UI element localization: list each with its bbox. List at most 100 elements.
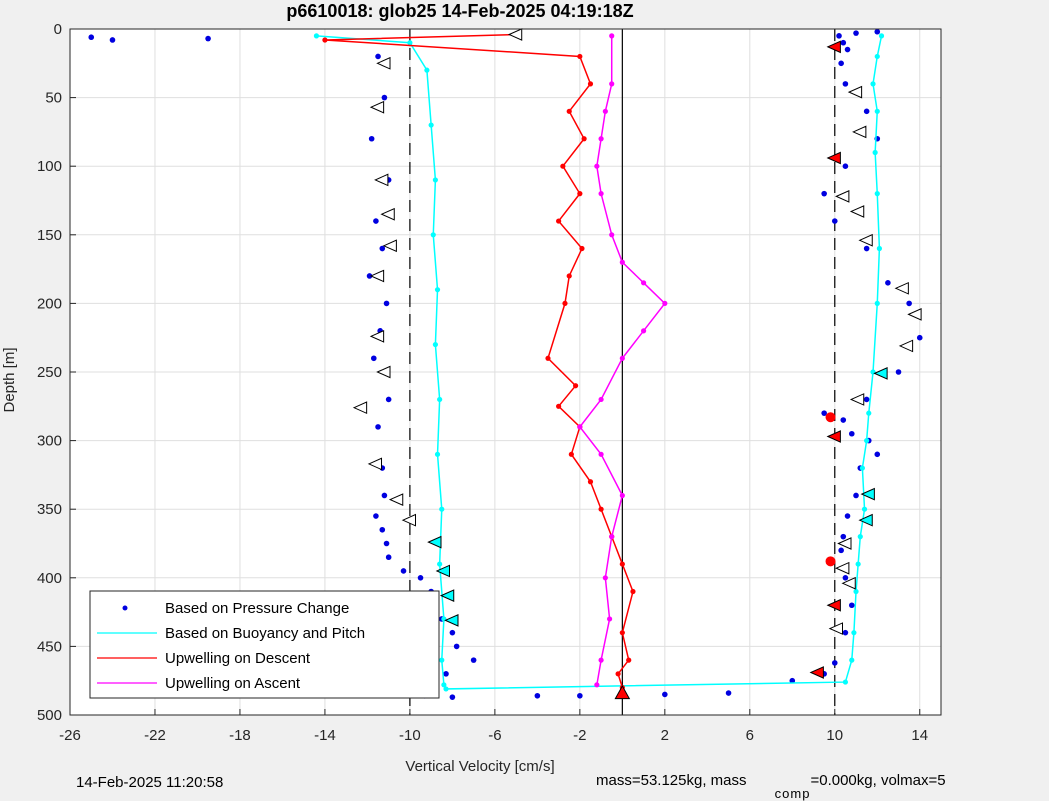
marker-tri-white xyxy=(352,401,368,415)
series-point-upwelling-on-ascent xyxy=(609,81,615,87)
data-series xyxy=(88,28,923,700)
series-point-based-on-pressure-change xyxy=(840,417,847,423)
marker-tri-white xyxy=(841,576,856,590)
series-point-based-on-pressure-change xyxy=(534,692,541,699)
series-point-based-on-pressure-change xyxy=(417,575,424,581)
series-point-upwelling-on-ascent xyxy=(609,534,615,540)
x-tick-label: -2 xyxy=(573,727,586,744)
marker-tri-white xyxy=(835,561,850,575)
series-point-upwelling-on-ascent xyxy=(598,657,604,663)
series-point-upwelling-on-ascent xyxy=(609,232,615,238)
marker-tri-white xyxy=(369,100,385,114)
series-point-upwelling-on-descent xyxy=(566,108,572,114)
series-point-upwelling-on-descent xyxy=(562,300,568,306)
x-tick-label: 2 xyxy=(661,727,669,744)
x-tick-label: 14 xyxy=(911,727,928,744)
series-point-upwelling-on-descent xyxy=(322,37,328,43)
marker-circle-red xyxy=(825,412,836,423)
marker-tri-white xyxy=(376,56,391,70)
series-point-based-on-pressure-change xyxy=(842,629,849,636)
y-tick-label: 400 xyxy=(37,570,62,587)
series-point-based-on-pressure-change xyxy=(842,81,849,87)
series-point-based-on-buoyancy-and-pitch xyxy=(855,561,861,567)
series-point-based-on-pressure-change xyxy=(577,692,583,699)
series-point-based-on-pressure-change xyxy=(831,660,838,666)
series-point-upwelling-on-descent xyxy=(615,671,621,677)
y-axis-label: Depth [m] xyxy=(1,347,18,412)
series-point-based-on-buoyancy-and-pitch xyxy=(428,122,434,128)
series-point-upwelling-on-descent xyxy=(587,81,594,87)
series-point-upwelling-on-ascent xyxy=(640,328,647,334)
marker-tri-white xyxy=(858,233,873,247)
marker-tri-white xyxy=(837,537,852,550)
marker-tri-white xyxy=(401,513,417,527)
series-point-upwelling-on-ascent xyxy=(602,575,608,581)
series-point-based-on-pressure-change xyxy=(375,53,381,60)
series-point-based-on-buoyancy-and-pitch xyxy=(432,341,438,348)
footer-mass-text-1: mass=53.125kg, mass xyxy=(596,772,747,789)
legend-label-upwelling-on-ascent: Upwelling on Ascent xyxy=(165,675,301,692)
series-point-based-on-pressure-change xyxy=(844,513,851,519)
series-point-based-on-pressure-change xyxy=(725,690,732,696)
marker-tri-left-red xyxy=(826,40,841,54)
y-tick-label: 50 xyxy=(45,90,62,107)
marker-tri-left-white xyxy=(507,28,523,41)
marker-tri-white xyxy=(367,457,383,471)
series-point-based-on-pressure-change xyxy=(385,554,392,561)
series-point-based-on-buoyancy-and-pitch xyxy=(878,33,885,39)
series-point-based-on-pressure-change xyxy=(840,39,847,46)
footer-mass-subscript: comp xyxy=(774,786,811,801)
series-point-based-on-pressure-change xyxy=(863,245,870,252)
series-point-upwelling-on-ascent xyxy=(598,396,604,403)
series-point-based-on-buoyancy-and-pitch xyxy=(866,410,872,416)
y-tick-label: 0 xyxy=(54,21,62,38)
series-point-based-on-buoyancy-and-pitch xyxy=(441,682,447,688)
series-point-upwelling-on-descent xyxy=(545,355,551,361)
series-point-upwelling-on-descent xyxy=(556,218,562,224)
series-point-upwelling-on-ascent xyxy=(577,424,583,430)
marker-tri-white xyxy=(835,190,850,203)
chart-title: p6610018: glob25 14-Feb-2025 04:19:18Z xyxy=(286,1,633,21)
series-point-based-on-pressure-change xyxy=(821,190,827,197)
series-point-upwelling-on-descent xyxy=(630,588,636,595)
series-point-based-on-pressure-change xyxy=(836,33,842,39)
axis-ticks: -26 -22 -18 -14 -10 -6 -2 2 6 10 14050100150200250… xyxy=(37,21,928,744)
series-point-based-on-pressure-change xyxy=(385,396,392,403)
legend: Based on Pressure Change Based on Buoyanc… xyxy=(89,590,440,699)
series-point-based-on-buoyancy-and-pitch xyxy=(874,53,880,60)
series-point-based-on-buoyancy-and-pitch xyxy=(430,232,436,238)
series-point-based-on-pressure-change xyxy=(848,602,855,609)
series-point-upwelling-on-ascent xyxy=(594,682,600,688)
series-point-upwelling-on-ascent xyxy=(609,33,615,39)
series-point-based-on-buoyancy-and-pitch xyxy=(859,465,865,471)
series-point-upwelling-on-descent xyxy=(577,191,583,197)
series-point-based-on-pressure-change xyxy=(383,540,390,547)
series-point-based-on-pressure-change xyxy=(368,135,375,142)
series-point-upwelling-on-ascent xyxy=(602,108,608,114)
series-point-based-on-buoyancy-and-pitch xyxy=(861,506,868,512)
series-point-based-on-buoyancy-and-pitch xyxy=(874,300,880,306)
series-point-upwelling-on-descent xyxy=(626,657,632,663)
series-point-based-on-pressure-change xyxy=(373,513,379,519)
y-tick-label: 100 xyxy=(37,158,62,175)
series-point-based-on-pressure-change xyxy=(831,218,838,224)
series-point-upwelling-on-descent xyxy=(560,163,566,169)
series-point-based-on-pressure-change xyxy=(449,694,456,700)
series-point-based-on-pressure-change xyxy=(874,451,881,458)
marker-tri-white xyxy=(894,281,909,295)
series-point-based-on-pressure-change xyxy=(373,218,379,224)
x-axis-label: Vertical Velocity [cm/s] xyxy=(405,758,554,775)
x-tick-label: -14 xyxy=(314,727,336,744)
marker-tri-white xyxy=(852,125,867,139)
series-point-based-on-pressure-change xyxy=(895,369,902,375)
marker-tri-white xyxy=(849,393,865,406)
marker-tri-cyan xyxy=(873,367,888,380)
x-tick-label: -26 xyxy=(59,727,81,744)
series-point-upwelling-on-descent xyxy=(579,245,585,252)
series-point-based-on-pressure-change xyxy=(366,273,373,279)
series-point-based-on-pressure-change xyxy=(842,163,849,169)
marker-tri-cyan xyxy=(860,487,875,501)
marker-tri-white xyxy=(374,173,389,187)
marker-tri-white xyxy=(369,329,385,343)
series-point-based-on-pressure-change xyxy=(853,30,859,36)
